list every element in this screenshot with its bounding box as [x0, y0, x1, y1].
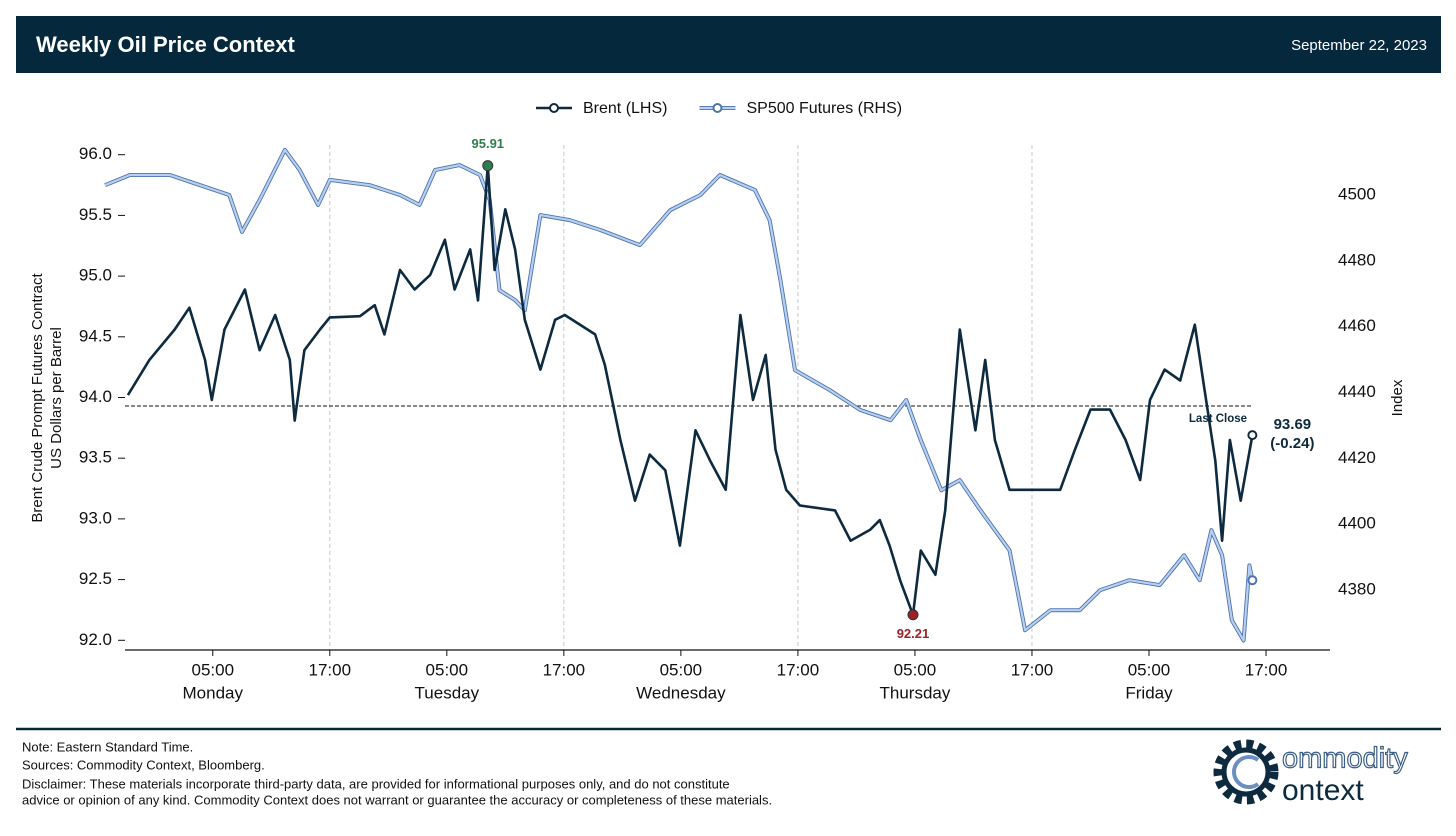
y-tick-label: 95.5 — [79, 205, 112, 224]
x-tick-label: 05:00 — [426, 660, 469, 679]
y2-tick-label: 4460 — [1338, 316, 1376, 335]
x-day-label: Tuesday — [415, 683, 480, 702]
end-marker — [1247, 430, 1258, 441]
high-marker — [482, 160, 494, 172]
x-day-label: Thursday — [880, 683, 951, 702]
last-close-label: Last Close — [1189, 413, 1247, 425]
x-tick-label: 17:00 — [1011, 660, 1054, 679]
y-tick-label: 94.0 — [79, 387, 112, 406]
y2-tick-label: 4380 — [1338, 580, 1376, 599]
x-tick-label: 17:00 — [1245, 660, 1288, 679]
logo-gear — [1213, 739, 1279, 805]
last-value: 93.69 — [1274, 416, 1312, 433]
x-tick-label: 05:00 — [660, 660, 703, 679]
note: Sources: Commodity Context, Bloomberg. — [22, 757, 265, 772]
x-day-label: Friday — [1125, 683, 1173, 702]
logo: ommodity ontext — [1213, 739, 1409, 807]
y-tick-label: 92.0 — [79, 630, 112, 649]
y-tick-label: 93.5 — [79, 448, 112, 467]
y2-label: Index — [1389, 379, 1406, 416]
x-day-label: Wednesday — [636, 683, 726, 702]
y2-tick-label: 4500 — [1338, 185, 1376, 204]
logo-gear-ring — [1221, 747, 1271, 797]
y2-tick-label: 4400 — [1338, 514, 1376, 533]
y-tick-label: 96.0 — [79, 144, 112, 163]
logo-c — [1232, 755, 1260, 789]
series-line — [126, 164, 1254, 617]
x-tick-label: 17:00 — [777, 660, 820, 679]
x-tick-label: 05:00 — [191, 660, 234, 679]
y-tick-label: 93.0 — [79, 508, 112, 527]
y2-tick-label: 4480 — [1338, 250, 1376, 269]
low-label: 92.21 — [897, 626, 930, 641]
note: Note: Eastern Standard Time. — [22, 739, 193, 754]
low-marker — [907, 609, 919, 621]
y2-tick-label: 4420 — [1338, 448, 1376, 467]
x-tick-label: 05:00 — [1128, 660, 1171, 679]
y-label: US Dollars per Barrel — [48, 327, 65, 469]
title: Weekly Oil Price Context — [36, 32, 295, 57]
end-marker — [1247, 575, 1258, 586]
note: Disclaimer: These materials incorporate … — [22, 776, 730, 791]
header-bar — [16, 16, 1441, 73]
legend-label: Brent (LHS) — [583, 100, 667, 117]
y-tick-label: 94.5 — [79, 326, 112, 345]
note: advice or opinion of any kind. Commodity… — [22, 792, 772, 807]
series-line — [104, 148, 1254, 642]
date: September 22, 2023 — [1291, 37, 1427, 54]
x-tick-label: 17:00 — [309, 660, 352, 679]
logo-top: ommodity — [1282, 743, 1408, 775]
y-tick-label: 92.5 — [79, 569, 112, 588]
x-day-label: Monday — [183, 683, 244, 702]
legend-marker — [712, 103, 723, 113]
high-label: 95.91 — [472, 136, 505, 151]
x-tick-label: 17:00 — [543, 660, 586, 679]
y-label: Brent Crude Prompt Futures Contract — [29, 273, 46, 523]
y2-tick-label: 4440 — [1338, 382, 1376, 401]
legend-marker — [549, 103, 559, 113]
series-outline — [104, 147, 1255, 643]
logo-bottom: ontext — [1282, 774, 1364, 807]
x-tick-label: 05:00 — [894, 660, 937, 679]
legend-label: SP500 Futures (RHS) — [746, 100, 902, 117]
y-tick-label: 95.0 — [79, 266, 112, 285]
last-change: (-0.24) — [1270, 435, 1314, 452]
